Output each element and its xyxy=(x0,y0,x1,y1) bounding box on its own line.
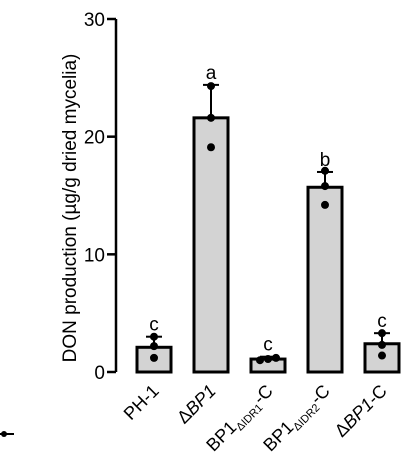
data-point xyxy=(264,355,272,364)
data-point xyxy=(150,353,158,362)
data-point xyxy=(321,200,329,209)
data-point xyxy=(207,143,215,152)
data-point xyxy=(378,351,386,360)
x-tick-label: PH-1 xyxy=(120,381,163,424)
y-tick-label: 20 xyxy=(84,128,105,149)
bar xyxy=(192,116,230,374)
data-point xyxy=(321,166,329,175)
significance-letter: c xyxy=(263,335,273,356)
data-point xyxy=(150,342,158,351)
y-axis-label: DON production (µg/g dried mycelia) xyxy=(60,54,81,363)
y-tick-label: 10 xyxy=(84,245,105,266)
data-point xyxy=(150,332,158,341)
y-axis: 0 10 20 30 xyxy=(84,10,118,384)
x-tick-label: ΔBP1 xyxy=(173,381,220,428)
data-point xyxy=(207,113,215,122)
data-point xyxy=(256,356,264,365)
data-point xyxy=(272,353,280,362)
legend-symbol-fragment xyxy=(0,431,14,437)
bars: c a c b c xyxy=(135,63,401,374)
data-point xyxy=(207,82,215,91)
significance-letter: c xyxy=(149,315,159,336)
bar-group: c xyxy=(135,315,173,374)
significance-letter: c xyxy=(377,311,387,332)
bar-group: c xyxy=(363,311,401,374)
data-point xyxy=(378,340,386,349)
bar-group: c xyxy=(249,335,287,374)
y-tick-label: 0 xyxy=(94,363,105,384)
significance-letter: b xyxy=(320,150,331,171)
significance-letter: a xyxy=(206,63,217,84)
bar-group: a xyxy=(192,63,230,374)
x-tick-label: ΔBP1-C xyxy=(331,381,391,441)
bar-group: b xyxy=(306,150,344,374)
data-point xyxy=(321,182,329,191)
y-tick-label: 30 xyxy=(84,10,105,31)
data-point xyxy=(378,329,386,338)
bar xyxy=(306,185,344,374)
